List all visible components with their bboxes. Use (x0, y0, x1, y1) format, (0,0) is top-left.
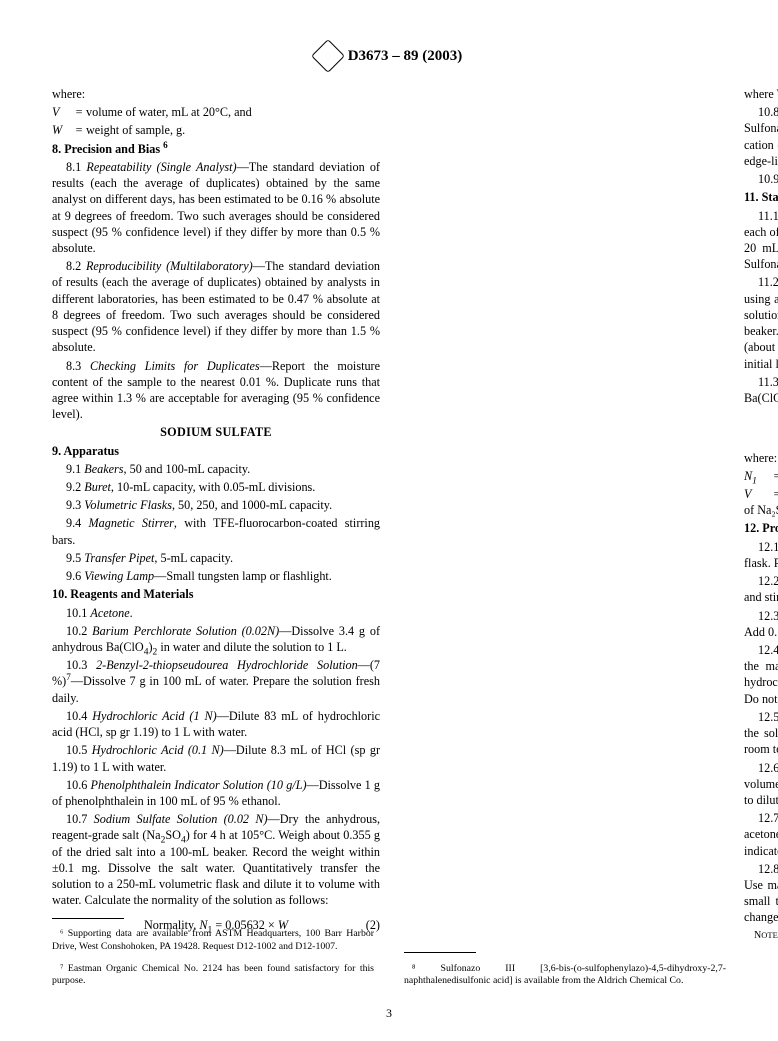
footnotes-right: ⁸ Sulfonazo III [3,6-bis-(o-sulfophenyla… (404, 952, 726, 997)
sec9-title: 9. Apparatus (52, 443, 380, 459)
where-b-label: where: (744, 450, 778, 466)
p9-6: 9.6 Viewing Lamp—Small tungsten lamp or … (52, 568, 380, 584)
p12-7: 12.7 Pipet a 5-mL aliquot into a 50-mL b… (744, 810, 778, 859)
where-n1: N1=normality of the Na₂SO₄ solution, and (744, 468, 778, 484)
sodium-sulfate-title: SODIUM SULFATE (52, 424, 380, 440)
p10-5: 10.5 Hydrochloric Acid (0.1 N)—Dilute 8.… (52, 742, 380, 774)
p12-1: 12.1 Weigh a 2-g sample into a 100-mL be… (744, 539, 778, 571)
sec11-title: 11. Standardization (744, 189, 778, 205)
p9-1: 9.1 Beakers, 50 and 100-mL capacity. (52, 461, 380, 477)
p12-3: 12.3 Add a few drops of phenolphthalein … (744, 608, 778, 640)
p8-3: 8.3 Checking Limits for Duplicates—Repor… (52, 358, 380, 423)
p11-2: 11.2 Titrate each Na2SO4 solution with B… (744, 274, 778, 371)
p10-6: 10.6 Phenolphthalein Indicator Solution … (52, 777, 380, 809)
p9-2: 9.2 Buret, 10-mL capacity, with 0.05-mL … (52, 479, 380, 495)
where-w: W=weight of sample, g. (52, 122, 380, 138)
footnote-rule-right (404, 952, 476, 953)
astm-logo (311, 39, 345, 73)
p12-5: 12.5 Stir the solution for 15 min more i… (744, 709, 778, 758)
where-label: where: (52, 86, 380, 102)
note-3-label: NOTE 3 (754, 930, 778, 941)
p10-8: 10.8 Sulfonazo III Indicator Solution8—D… (744, 104, 778, 169)
footnote-6: ⁶ Supporting data are available from AST… (52, 928, 374, 952)
p11-1: 11.1 Pipet 5.0-mL aliquots of standard N… (744, 208, 778, 273)
page-number: 3 (0, 1006, 778, 1021)
sec12-title: 12. Procedure (744, 520, 778, 536)
p10-2: 10.2 Barium Perchlorate Solution (0.02N)… (52, 623, 380, 655)
doc-header: D3673 – 89 (2003) (52, 44, 726, 68)
p9-4: 9.4 Magnetic Stirrer, with TFE-fluorocar… (52, 515, 380, 547)
p10-1: 10.1 Acetone. (52, 605, 380, 621)
where-v: V=volume of water, mL at 20°C, and (52, 104, 380, 120)
p8-2: 8.2 Reproducibility (Multilaboratory)—Th… (52, 258, 380, 355)
footnotes-left: ⁶ Supporting data are available from AST… (52, 918, 374, 997)
footnote-8: ⁸ Sulfonazo III [3,6-bis-(o-sulfophenyla… (404, 963, 726, 987)
p9-5: 9.5 Transfer Pipet, 5-mL capacity. (52, 550, 380, 566)
p9-3: 9.3 Volumetric Flasks, 50, 250, and 1000… (52, 497, 380, 513)
p8-1: 8.1 Repeatability (Single Analyst)—The s… (52, 159, 380, 256)
equation-3: Normality, N2 = 5 × N1 V (3) (744, 414, 778, 441)
p12-6: 12.6 Filter the solution through filter … (744, 760, 778, 809)
p10-4: 10.4 Hydrochloric Acid (1 N)—Dilute 83 m… (52, 708, 380, 740)
p12-2: 12.2 Place a stirring bar in the contain… (744, 573, 778, 605)
note-3: NOTE 3—The titration should be between 1… (744, 928, 778, 943)
p12-4: 12.4 Place the container in a cold-water… (744, 642, 778, 707)
p10-7d: where W = grams of Na2SO4. (744, 86, 778, 102)
footnote-rule-left (52, 918, 124, 919)
p12-8: 12.8 Titrate the solution slowly with 0.… (744, 861, 778, 926)
where-vb: V=millilitres of Ba(ClO₄)₂ solution requ… (744, 486, 778, 518)
body-columns: where: V=volume of water, mL at 20°C, an… (52, 86, 726, 956)
doc-number: D3673 – 89 (2003) (348, 48, 463, 65)
page: D3673 – 89 (2003) where: V=volume of wat… (0, 0, 778, 1041)
p10-9: 10.9 Filter Paper, smooth, hardened, ash… (744, 171, 778, 187)
p10-7: 10.7 Sodium Sulfate Solution (0.02 N)—Dr… (52, 811, 380, 908)
sec10-title: 10. Reagents and Materials (52, 586, 380, 602)
sec8-title: 8. Precision and Bias 6 (52, 141, 380, 157)
p10-3: 10.3 2-Benzyl-2-thiopseudourea Hydrochlo… (52, 657, 380, 706)
p11-3: 11.3 From each titration, calculate the … (744, 374, 778, 406)
footnote-7: ⁷ Eastman Organic Chemical No. 2124 has … (52, 963, 374, 987)
